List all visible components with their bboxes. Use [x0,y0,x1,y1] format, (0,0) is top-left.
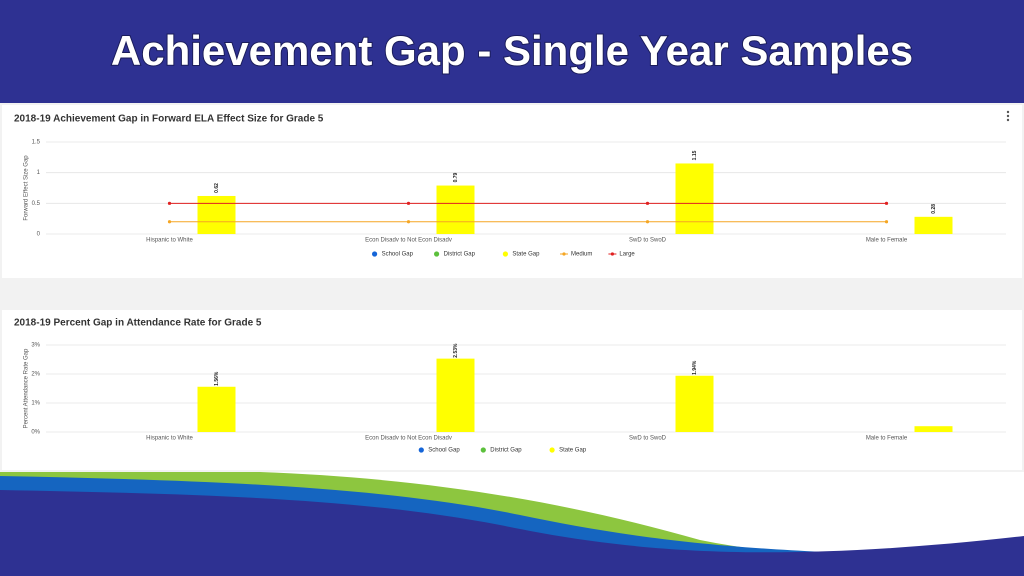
legend-marker [372,251,378,257]
legend-label[interactable]: Medium [571,252,592,258]
value-label: 2.53% [453,343,459,358]
line-point [645,220,650,224]
y-tick-label: 2% [31,372,40,378]
x-tick-label: SwD to SwoD [629,238,667,244]
dot [1006,118,1010,122]
header [0,0,1024,103]
dot [1006,114,1010,118]
y-tick-label: 3% [31,343,40,349]
legend-label[interactable]: District Gap [444,252,476,258]
dot [1006,110,1010,114]
legend-label[interactable]: School Gap [382,252,414,258]
legend-marker [502,251,508,257]
bar [436,358,475,432]
value-label: 1.15 [692,150,698,160]
y-axis-label: Forward Effect Size Gap [24,155,30,221]
x-tick-label: Hispanic to White [146,238,193,244]
value-label: 1.94% [692,360,698,375]
line-point [167,220,172,224]
value-label: 0.62 [214,183,220,193]
x-tick-label: Male to Female [866,238,908,244]
legend-label[interactable]: State Gap [512,252,540,258]
line-point [167,201,172,205]
bar [914,426,953,432]
bar [197,386,236,432]
y-tick-label: 1% [31,401,40,407]
legend-label[interactable]: School Gap [428,448,460,454]
y-tick-label: 0% [31,430,40,436]
line-point [406,201,411,205]
value-label: 0.79 [453,172,459,182]
x-tick-label: Econ Disadv to Not Econ Disadv [365,238,452,244]
legend-marker [549,447,555,453]
y-tick-label: 0.5 [32,201,41,207]
legend-marker [610,252,615,256]
y-tick-label: 1.5 [32,140,41,146]
line-point [645,201,650,205]
wave-navy [0,490,1024,576]
bar [914,216,953,234]
panel [2,310,1022,470]
legend-marker [562,252,566,256]
bar [197,195,236,234]
legend-marker [434,251,440,257]
legend-marker [418,447,424,453]
chart-title: 2018-19 Achievement Gap in Forward ELA E… [14,114,324,125]
x-tick-label: Econ Disadv to Not Econ Disadv [365,436,452,442]
chart-title: 2018-19 Percent Gap in Attendance Rate f… [14,318,262,329]
bar [675,375,714,432]
value-label: 0.28 [931,204,937,214]
legend-marker [480,447,486,453]
y-axis-label: Percent Attendance Rate Gap [24,348,30,428]
line-point [884,220,889,224]
line-point [406,220,411,224]
value-label: 1.56% [214,371,220,386]
menu-icon[interactable] [1006,110,1010,122]
x-tick-label: Male to Female [866,436,908,442]
bar [675,163,714,234]
legend-label[interactable]: State Gap [559,448,587,454]
line-point [884,201,889,205]
legend-label[interactable]: Large [619,252,635,258]
panel [2,105,1022,278]
x-tick-label: SwD to SwoD [629,436,667,442]
legend-label[interactable]: District Gap [490,448,522,454]
slide-title: Achievement Gap - Single Year Samples [111,27,913,74]
bar [436,185,475,234]
decoration [0,472,1024,576]
x-tick-label: Hispanic to White [146,436,193,442]
y-tick-label: 0 [37,232,41,238]
y-tick-label: 1 [37,170,41,176]
